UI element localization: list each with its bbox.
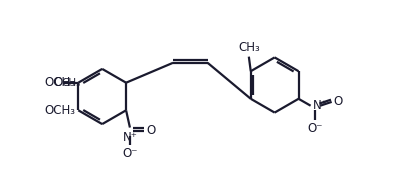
Text: O: O [333, 95, 343, 108]
Text: N⁺: N⁺ [122, 131, 137, 144]
Text: OCH₃: OCH₃ [44, 76, 75, 89]
Text: O⁻: O⁻ [307, 122, 323, 135]
Text: OCH₃: OCH₃ [44, 104, 75, 117]
Text: CH₃: CH₃ [238, 41, 260, 54]
Text: O⁻: O⁻ [122, 147, 138, 160]
Text: O: O [146, 124, 155, 137]
Text: N⁺: N⁺ [312, 99, 327, 112]
Text: O: O [53, 76, 62, 89]
Text: CH₃: CH₃ [62, 78, 81, 88]
